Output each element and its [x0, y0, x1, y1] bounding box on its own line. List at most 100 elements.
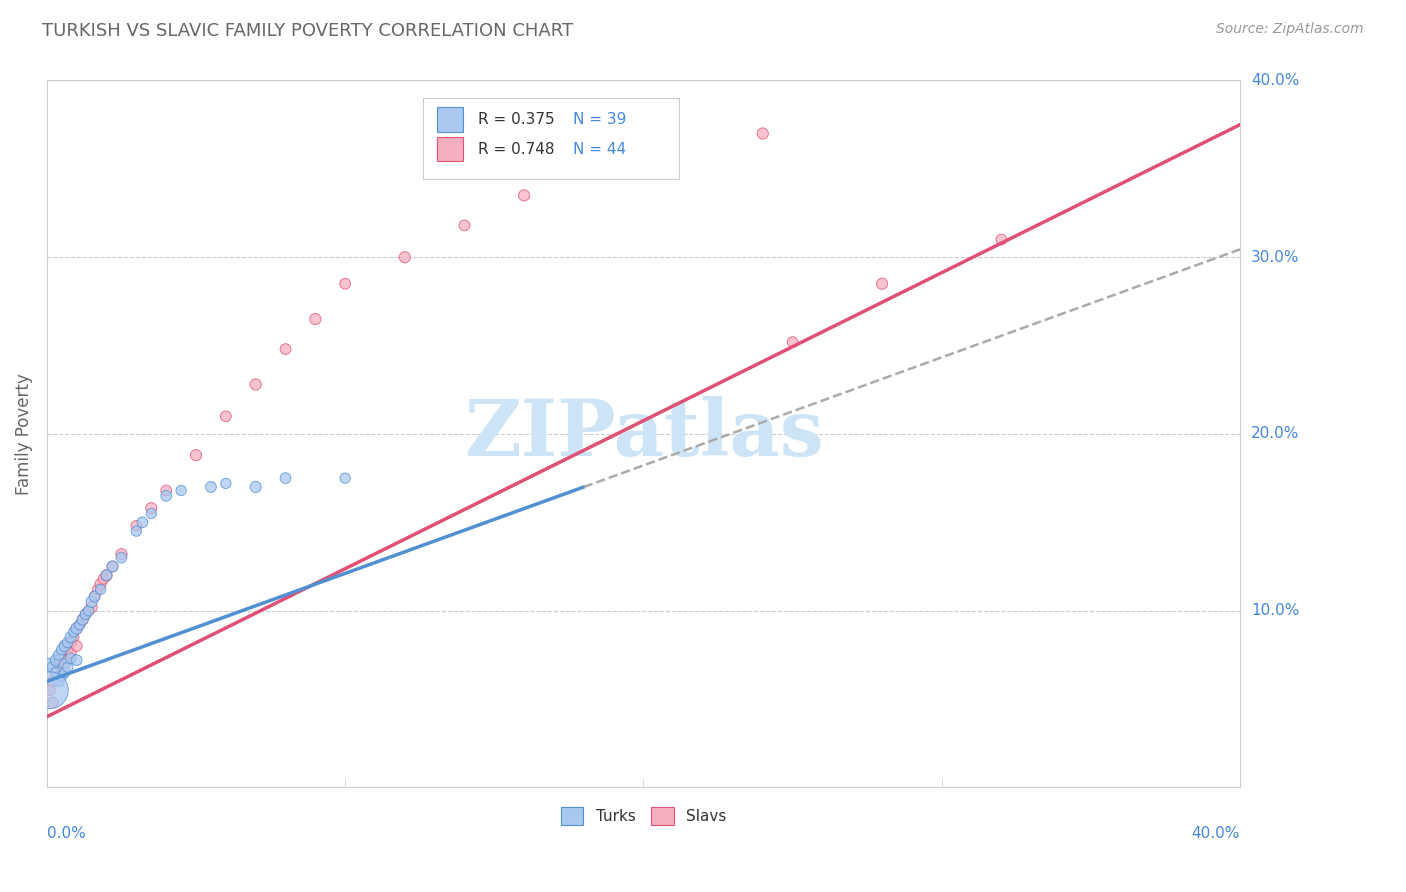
- Point: [51, 669, 73, 683]
- Point: [45, 665, 67, 680]
- Point: [42, 696, 65, 710]
- Point: [245, 480, 267, 494]
- FancyBboxPatch shape: [437, 107, 464, 132]
- Text: N = 44: N = 44: [574, 142, 626, 157]
- Point: [83, 590, 105, 604]
- Point: [96, 568, 118, 582]
- Point: [72, 613, 94, 627]
- Point: [184, 448, 207, 462]
- Point: [38, 683, 60, 698]
- Text: 40.0%: 40.0%: [1251, 73, 1299, 88]
- Y-axis label: Family Poverty: Family Poverty: [15, 373, 32, 495]
- Point: [93, 572, 115, 586]
- Point: [75, 607, 97, 622]
- Point: [155, 489, 177, 503]
- Point: [215, 409, 238, 424]
- Point: [53, 639, 76, 653]
- Text: ZIPatlas: ZIPatlas: [464, 396, 824, 472]
- Point: [42, 674, 65, 689]
- Point: [96, 568, 118, 582]
- Text: Source: ZipAtlas.com: Source: ZipAtlas.com: [1216, 22, 1364, 37]
- Text: 30.0%: 30.0%: [1251, 250, 1299, 265]
- Point: [53, 657, 76, 671]
- Point: [453, 219, 475, 233]
- Point: [394, 250, 416, 264]
- Point: [633, 153, 655, 167]
- Point: [38, 657, 60, 671]
- Point: [101, 559, 124, 574]
- Point: [53, 665, 76, 680]
- Point: [141, 507, 163, 521]
- Point: [59, 646, 82, 660]
- Point: [170, 483, 193, 498]
- Point: [66, 621, 89, 635]
- Point: [69, 617, 91, 632]
- Text: 40.0%: 40.0%: [1192, 826, 1240, 841]
- Point: [80, 600, 103, 615]
- Point: [131, 516, 153, 530]
- Point: [48, 674, 70, 689]
- Point: [77, 604, 100, 618]
- Point: [333, 471, 356, 485]
- Text: TURKISH VS SLAVIC FAMILY POVERTY CORRELATION CHART: TURKISH VS SLAVIC FAMILY POVERTY CORRELA…: [42, 22, 574, 40]
- Text: N = 39: N = 39: [574, 112, 627, 127]
- Point: [51, 642, 73, 657]
- Point: [53, 639, 76, 653]
- Point: [59, 635, 82, 649]
- Point: [51, 648, 73, 662]
- Point: [304, 312, 326, 326]
- Point: [274, 342, 297, 356]
- Point: [59, 630, 82, 644]
- Point: [274, 471, 297, 485]
- Text: 10.0%: 10.0%: [1251, 603, 1299, 618]
- Point: [56, 653, 79, 667]
- Point: [90, 582, 112, 597]
- Point: [69, 617, 91, 632]
- FancyBboxPatch shape: [423, 98, 679, 179]
- Point: [245, 377, 267, 392]
- Legend: Turks, Slavs: Turks, Slavs: [554, 801, 733, 830]
- Point: [782, 334, 804, 349]
- Text: 20.0%: 20.0%: [1251, 426, 1299, 442]
- Point: [66, 621, 89, 635]
- Point: [333, 277, 356, 291]
- Point: [215, 476, 238, 491]
- Point: [51, 660, 73, 674]
- FancyBboxPatch shape: [437, 136, 464, 161]
- Point: [72, 613, 94, 627]
- Point: [513, 188, 536, 202]
- Point: [990, 233, 1012, 247]
- Point: [56, 642, 79, 657]
- Point: [86, 582, 108, 597]
- Point: [62, 624, 84, 639]
- Point: [141, 501, 163, 516]
- Point: [200, 480, 222, 494]
- Text: R = 0.748: R = 0.748: [478, 142, 554, 157]
- Point: [80, 595, 103, 609]
- Point: [66, 639, 89, 653]
- Point: [110, 547, 132, 561]
- Point: [56, 660, 79, 674]
- Point: [38, 683, 60, 698]
- Point: [45, 665, 67, 680]
- Point: [751, 127, 773, 141]
- Point: [77, 604, 100, 618]
- Point: [42, 660, 65, 674]
- Point: [125, 524, 148, 538]
- Point: [48, 657, 70, 671]
- Point: [45, 653, 67, 667]
- Point: [62, 630, 84, 644]
- Point: [110, 550, 132, 565]
- Point: [125, 519, 148, 533]
- Text: 0.0%: 0.0%: [46, 826, 86, 841]
- Point: [75, 607, 97, 622]
- Point: [155, 483, 177, 498]
- Point: [56, 635, 79, 649]
- Point: [90, 577, 112, 591]
- Point: [66, 653, 89, 667]
- Point: [83, 590, 105, 604]
- Point: [870, 277, 893, 291]
- Text: R = 0.375: R = 0.375: [478, 112, 554, 127]
- Point: [48, 648, 70, 662]
- Point: [59, 651, 82, 665]
